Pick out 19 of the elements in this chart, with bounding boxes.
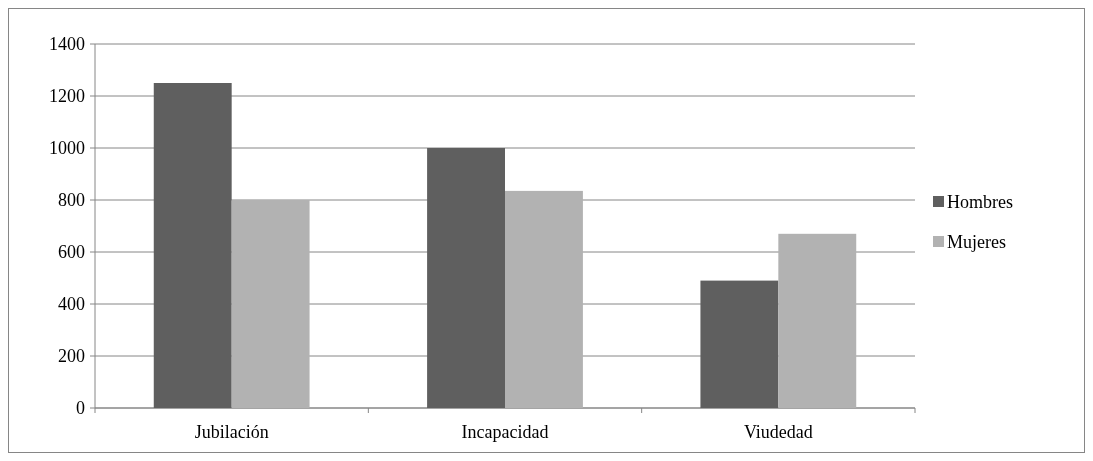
bar [700,280,779,408]
bar [427,148,505,408]
y-tick-label: 800 [58,190,85,211]
bar [778,233,857,408]
bar [231,200,310,408]
x-tick-label: Incapacidad [461,422,549,442]
x-tick-label: Jubilación [194,422,269,442]
y-tick-label: 1200 [49,86,85,107]
legend-label: Hombres [947,192,1013,213]
y-tick-label: 0 [76,398,85,419]
y-tick-label: 1000 [49,138,85,159]
y-tick-label: 1400 [49,34,85,55]
bar [505,190,583,408]
y-tick-label: 200 [58,346,85,367]
x-tick-label: Viudedad [743,422,813,442]
y-tick-label: 400 [58,294,85,315]
legend-label: Mujeres [947,232,1006,253]
y-tick-label: 600 [58,242,85,263]
bar [153,83,232,408]
